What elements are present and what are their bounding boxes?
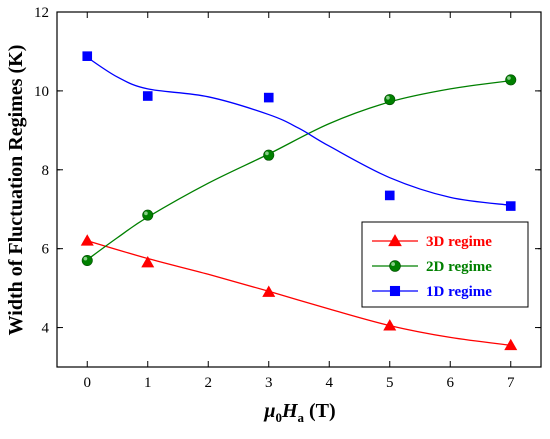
x-tick-label: 4 xyxy=(326,375,334,391)
data-point-2d-regime-highlight xyxy=(83,256,88,261)
x-tick-label: 6 xyxy=(447,375,455,391)
x-tick-label: 5 xyxy=(386,375,394,391)
data-point-2d-regime-highlight xyxy=(507,76,511,80)
legend-marker xyxy=(388,234,402,247)
legend-box xyxy=(361,221,529,308)
data-point-1d-regime xyxy=(263,92,274,103)
legend-marker xyxy=(389,260,401,272)
data-point-2d-regime-highlight xyxy=(144,211,148,216)
data-point-3d-regime xyxy=(504,338,518,351)
x-axis-label: μ0Ha (T) xyxy=(263,400,335,425)
data-point-1d-regime xyxy=(82,51,93,61)
y-axis-label: Width of Fluctuation Regimes (K) xyxy=(5,45,27,336)
legend: 3D regime 2D regime 1D regime xyxy=(361,221,529,308)
data-point-2d-regime xyxy=(142,209,154,221)
x-tick-label: 2 xyxy=(205,375,213,391)
y-tick-label: 10 xyxy=(34,84,49,100)
y-tick-label: 4 xyxy=(42,321,50,337)
data-point-3d-regime xyxy=(262,285,276,297)
y-tick-label: 8 xyxy=(42,163,50,179)
data-point-2d-regime-highlight xyxy=(386,95,390,100)
x-tick-label: 7 xyxy=(507,375,515,391)
data-point-2d-regime xyxy=(384,94,396,106)
series-2d-regime xyxy=(81,74,517,267)
data-point-2d-regime xyxy=(505,74,517,86)
data-point-1d-regime xyxy=(505,201,516,211)
data-point-2d-regime xyxy=(81,255,93,267)
data-point-2d-regime xyxy=(263,149,275,161)
x-tick-label: 0 xyxy=(84,375,92,391)
data-point-1d-regime xyxy=(384,190,395,201)
y-tick-label: 12 xyxy=(34,5,49,21)
legend-label-1d-regime: 1D regime xyxy=(426,284,492,300)
data-point-3d-regime xyxy=(80,234,94,246)
plot-frame xyxy=(56,11,542,368)
fit-line-3d-regime xyxy=(87,240,511,346)
y-tick-label: 6 xyxy=(42,242,50,258)
series-layer xyxy=(80,51,518,351)
data-point-2d-regime-highlight xyxy=(265,151,269,156)
legend-marker-highlight xyxy=(391,262,395,266)
data-point-3d-regime xyxy=(383,319,397,331)
legend-label-2d-regime: 2D regime xyxy=(426,259,492,275)
series-3d-regime xyxy=(80,234,518,351)
legend-marker xyxy=(389,285,401,297)
fit-line-1d-regime xyxy=(86,56,511,206)
data-point-3d-regime xyxy=(141,255,155,268)
x-tick-label: 3 xyxy=(265,375,273,391)
x-tick-label: 1 xyxy=(144,375,152,391)
legend-label-3d-regime: 3D regime xyxy=(426,234,492,250)
data-point-1d-regime xyxy=(142,91,153,101)
series-1d-regime xyxy=(82,51,516,211)
